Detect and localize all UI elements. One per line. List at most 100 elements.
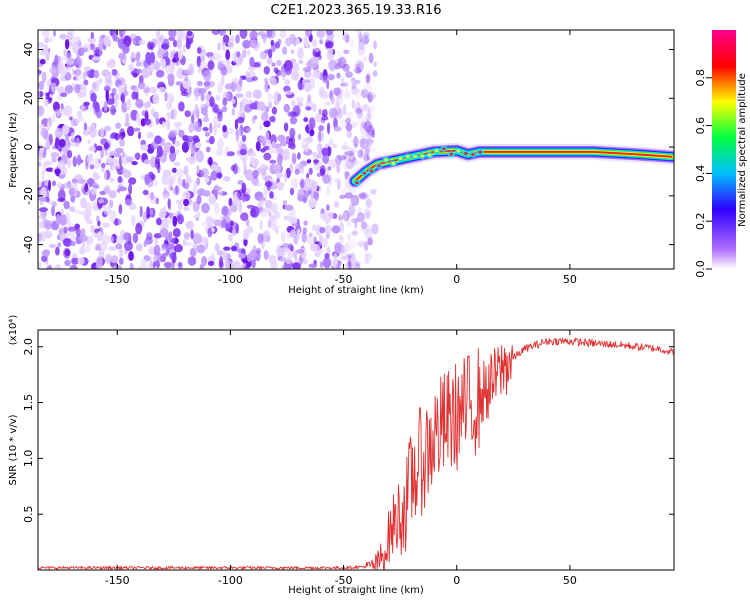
noise-cell (277, 93, 282, 102)
noise-cell (185, 220, 194, 230)
noise-cell (122, 151, 126, 158)
noise-cell (339, 221, 345, 234)
noise-cell (225, 49, 231, 61)
noise-cell (260, 169, 267, 176)
noise-cell (350, 256, 358, 268)
noise-cell (359, 193, 367, 201)
noise-cell (135, 68, 143, 74)
noise-cell (372, 70, 378, 77)
noise-cell (74, 83, 81, 94)
noise-cell (175, 185, 179, 195)
noise-cell (183, 198, 190, 207)
noise-cell (105, 254, 113, 264)
noise-cell (102, 222, 110, 228)
noise-cell (126, 126, 135, 137)
noise-cell (242, 157, 247, 168)
noise-cell (105, 156, 113, 165)
noise-cell (297, 47, 304, 59)
noise-cells (38, 30, 379, 269)
noise-cell (360, 227, 370, 234)
noise-cell (315, 224, 323, 236)
noise-cell (269, 191, 274, 199)
noise-cell (312, 103, 317, 113)
noise-cell (322, 153, 330, 165)
noise-cell (333, 117, 338, 129)
noise-cell (310, 56, 318, 69)
noise-cell (120, 94, 124, 102)
noise-cell (260, 135, 266, 141)
noise-cell (172, 57, 177, 63)
y-tick-label: 1.0 (22, 450, 35, 468)
noise-cell (118, 204, 123, 215)
noise-cell (83, 101, 90, 106)
noise-cell (365, 198, 372, 208)
noise-cell (322, 237, 328, 248)
noise-cell (301, 138, 310, 148)
noise-cell (231, 107, 235, 116)
noise-cell (280, 231, 286, 243)
bottom-y-ticks: 0.5 1.0 1.5 2.0 (22, 338, 674, 523)
noise-cell (345, 150, 354, 156)
noise-cell (91, 82, 97, 90)
noise-cell (186, 135, 194, 143)
noise-cell (76, 154, 82, 166)
noise-cell (289, 142, 296, 150)
noise-cell (62, 182, 72, 189)
noise-cell (175, 124, 182, 132)
noise-cell (204, 131, 210, 137)
noise-cell (131, 57, 136, 63)
noise-cell (311, 151, 318, 156)
noise-cell (325, 30, 334, 36)
noise-cell (143, 211, 148, 223)
noise-cell (282, 264, 290, 269)
noise-cell (62, 238, 72, 247)
noise-cell (106, 60, 115, 68)
noise-cell (321, 109, 328, 118)
noise-cell (251, 176, 259, 186)
noise-cell (338, 56, 347, 69)
noise-cell (354, 160, 360, 167)
noise-cell (206, 94, 211, 100)
noise-cell (359, 241, 366, 249)
noise-cell (48, 243, 57, 249)
noise-cell (45, 196, 50, 203)
noise-cell (219, 189, 223, 197)
noise-cell (187, 256, 197, 266)
noise-cell (235, 265, 243, 269)
noise-cell (182, 191, 191, 200)
noise-cell (196, 195, 202, 205)
x-tick-label: -150 (105, 574, 130, 587)
noise-cell (320, 91, 330, 100)
noise-cell (243, 229, 249, 241)
noise-cell (75, 69, 82, 82)
noise-cell (370, 147, 378, 153)
noise-cell (249, 30, 258, 40)
noise-cell (167, 179, 174, 191)
noise-cell (193, 121, 201, 131)
noise-cell (104, 185, 111, 195)
noise-cell (72, 156, 78, 168)
noise-cell (178, 261, 182, 268)
noise-cell (269, 255, 277, 265)
noise-cell (74, 174, 83, 182)
noise-cell (192, 214, 199, 219)
noise-cell (200, 49, 207, 58)
noise-cell (207, 60, 215, 71)
noise-cell (344, 92, 352, 100)
noise-cell (38, 180, 42, 188)
noise-cell (159, 228, 169, 238)
noise-cell (318, 130, 322, 143)
noise-cell (113, 93, 120, 101)
ridge-blob-core (391, 161, 396, 165)
noise-cell (132, 72, 138, 78)
noise-cell (124, 121, 130, 127)
noise-cell (54, 109, 62, 116)
noise-cell (245, 169, 254, 181)
noise-cell (185, 241, 193, 246)
noise-cell (89, 126, 97, 138)
noise-cell (38, 149, 43, 162)
noise-cell (166, 102, 173, 110)
noise-cell (154, 265, 158, 269)
noise-cell (57, 197, 66, 203)
noise-cell (330, 96, 335, 105)
